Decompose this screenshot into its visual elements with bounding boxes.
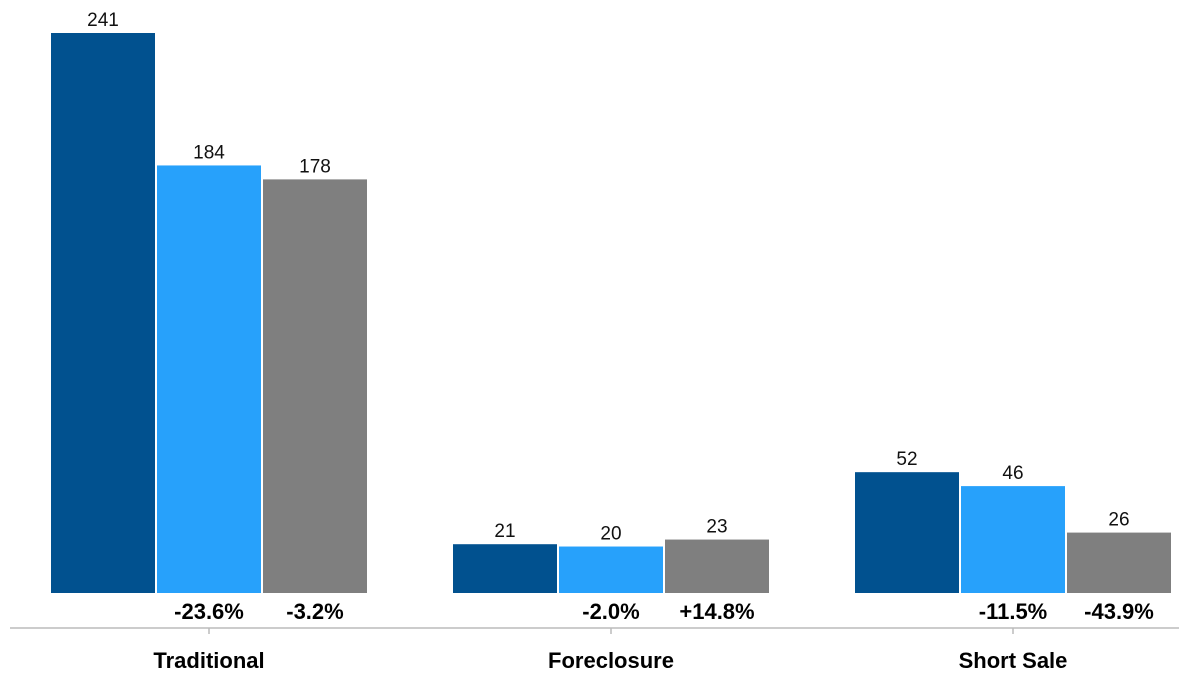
bar-traditional-2 <box>157 165 261 594</box>
change-label: +14.8% <box>679 599 754 624</box>
bar-value-label: 26 <box>1108 510 1129 531</box>
chart-marks: 241 184 178 -23.6% -3.2% Traditional 21 20 23 -2.… <box>51 10 1171 673</box>
bar-value-label: 178 <box>299 156 331 177</box>
change-label: -43.9% <box>1084 599 1154 624</box>
bar-value-label: 184 <box>193 142 225 163</box>
bar-short-sale-3 <box>1067 532 1171 593</box>
x-tick-label: Short Sale <box>959 648 1068 673</box>
bar-short-sale-1 <box>855 472 959 593</box>
x-tick-label: Foreclosure <box>548 648 674 673</box>
change-label: -11.5% <box>979 599 1048 624</box>
bar-value-label: 241 <box>87 10 119 31</box>
x-tick-label: Traditional <box>153 648 264 673</box>
bar-value-label: 46 <box>1002 463 1023 484</box>
change-label: -2.0% <box>582 599 639 624</box>
bar-foreclosure-2 <box>559 546 663 593</box>
bar-traditional-3 <box>263 179 367 593</box>
bar-value-label: 20 <box>600 524 621 545</box>
bar-foreclosure-1 <box>453 544 557 593</box>
bar-foreclosure-3 <box>665 539 769 593</box>
bar-traditional-1 <box>51 33 155 593</box>
change-label: -3.2% <box>286 599 343 624</box>
bar-value-label: 23 <box>706 517 727 538</box>
bar-value-label: 21 <box>494 521 515 542</box>
bar-value-label: 52 <box>896 449 917 470</box>
bar-short-sale-2 <box>961 486 1065 593</box>
change-label: -23.6% <box>174 599 244 624</box>
